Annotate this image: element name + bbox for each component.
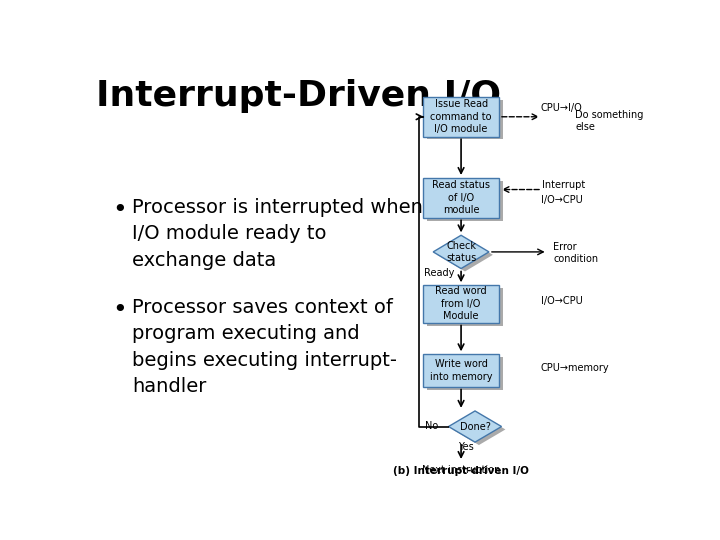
Text: No: No — [425, 421, 438, 431]
Text: CPU→I/O: CPU→I/O — [541, 104, 582, 113]
Text: Ready: Ready — [423, 268, 454, 278]
Text: Yes: Yes — [458, 442, 474, 451]
Text: Done?: Done? — [459, 422, 490, 431]
Polygon shape — [452, 414, 505, 445]
Text: (b) Interrupt-driven I/O: (b) Interrupt-driven I/O — [393, 467, 529, 476]
Text: •: • — [112, 198, 127, 222]
Text: Issue Read
command to
I/O module: Issue Read command to I/O module — [431, 99, 492, 134]
Polygon shape — [433, 235, 489, 268]
FancyBboxPatch shape — [423, 285, 499, 322]
Text: I/O→CPU: I/O→CPU — [541, 195, 582, 205]
Text: Read status
of I/O
module: Read status of I/O module — [432, 180, 490, 215]
FancyBboxPatch shape — [423, 97, 499, 137]
Text: Interrupt: Interrupt — [542, 180, 585, 191]
Text: CPU→memory: CPU→memory — [541, 363, 610, 373]
Text: Do something
else: Do something else — [575, 110, 644, 132]
FancyBboxPatch shape — [427, 100, 503, 139]
FancyBboxPatch shape — [427, 357, 503, 389]
Polygon shape — [449, 411, 502, 442]
FancyBboxPatch shape — [423, 178, 499, 218]
Text: Processor is interrupted when
I/O module ready to
exchange data: Processor is interrupted when I/O module… — [132, 198, 423, 270]
Text: Next instruction: Next instruction — [422, 465, 500, 475]
Text: Write word
into memory: Write word into memory — [430, 359, 492, 382]
Polygon shape — [437, 238, 493, 272]
Text: Check
status: Check status — [446, 241, 476, 263]
FancyBboxPatch shape — [427, 288, 503, 326]
Text: I/O→CPU: I/O→CPU — [541, 296, 582, 306]
Text: Read word
from I/O
Module: Read word from I/O Module — [436, 287, 487, 321]
Text: Processor saves context of
program executing and
begins executing interrupt-
han: Processor saves context of program execu… — [132, 298, 397, 396]
Text: •: • — [112, 298, 127, 322]
Text: Error
condition: Error condition — [553, 242, 598, 264]
FancyBboxPatch shape — [427, 181, 503, 220]
FancyBboxPatch shape — [423, 354, 499, 387]
Text: Interrupt-Driven I/O: Interrupt-Driven I/O — [96, 79, 500, 113]
